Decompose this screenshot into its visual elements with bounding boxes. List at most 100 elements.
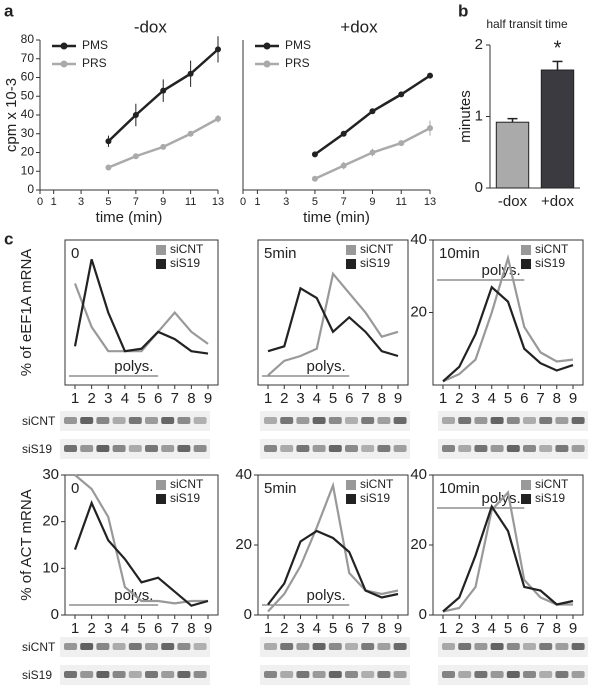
chart-title: +dox — [340, 17, 378, 36]
legend-swatch — [346, 480, 356, 490]
x-tick-label: 2 — [455, 390, 463, 407]
point — [311, 151, 318, 158]
blot-band — [64, 671, 77, 678]
panel-sublabel: 0 — [71, 245, 79, 262]
legend-label: siCNT — [535, 477, 569, 491]
blot-band — [458, 445, 472, 452]
blot-band — [345, 671, 358, 678]
blot-band — [393, 671, 407, 678]
x-tick-label: 7 — [171, 620, 179, 637]
x-tick-label: 5 — [329, 620, 337, 637]
x-tick-label: 2 — [280, 390, 288, 407]
y-tick-label: 50 — [21, 88, 35, 102]
x-axis-label: time (min) — [303, 209, 370, 226]
annotation: polys. — [307, 587, 346, 604]
blot-band — [442, 643, 455, 650]
blot-band — [377, 445, 391, 452]
y-tick-label: 20 — [410, 536, 427, 553]
y-tick-label: 0 — [419, 606, 427, 623]
blot-label: siS19 — [22, 442, 52, 456]
y-tick-label: 0 — [51, 606, 59, 623]
blot-band — [571, 643, 585, 650]
x-tick-label: 3 — [104, 620, 112, 637]
point — [132, 112, 139, 118]
legend-swatch — [521, 494, 531, 504]
x-tick-label: 3 — [471, 390, 479, 407]
x-tick-label: 7 — [341, 196, 347, 208]
x-tick-label: 1 — [439, 390, 447, 407]
blot-band — [312, 417, 326, 424]
x-tick-label: -dox — [498, 193, 528, 210]
x-tick-label: 7 — [133, 196, 139, 208]
y-tick-label: 30 — [21, 126, 35, 140]
y-tick-label: 70 — [21, 51, 35, 65]
annotation: * — [554, 38, 562, 60]
x-tick-label: 9 — [569, 620, 577, 637]
legend-marker — [263, 42, 271, 50]
point — [398, 91, 405, 98]
point — [340, 162, 347, 169]
y-tick-label: 2 — [475, 36, 483, 53]
panel-sublabel: 0 — [71, 480, 79, 497]
legend-swatch — [521, 245, 531, 255]
blot-band — [193, 643, 207, 650]
blot-band — [280, 643, 294, 650]
blot-band — [280, 445, 294, 452]
blot-band — [555, 643, 569, 650]
blot-band — [458, 671, 472, 678]
legend-label: siS19 — [360, 491, 390, 505]
blot-band — [312, 445, 326, 452]
x-tick-label: 11 — [185, 196, 196, 208]
blot-band — [264, 643, 277, 650]
x-tick-label: 1 — [439, 620, 447, 637]
legend-label: siCNT — [170, 242, 204, 256]
x-tick-label: 7 — [536, 620, 544, 637]
y-tick-label: 20 — [42, 513, 59, 530]
x-tick-label: 8 — [187, 620, 195, 637]
blot-band — [377, 417, 391, 424]
chart-title: half transit time — [486, 17, 568, 31]
annotation: polys. — [114, 358, 153, 375]
blot-band — [312, 643, 326, 650]
blot-band — [345, 445, 358, 452]
x-tick-label: 3 — [104, 390, 112, 407]
x-tick-label: 2 — [87, 390, 95, 407]
legend-label: PMS — [285, 38, 311, 52]
blot-band — [80, 445, 94, 452]
blot-band — [128, 445, 142, 452]
blot-band — [280, 671, 294, 678]
x-tick-label: 6 — [520, 620, 528, 637]
blot-band — [96, 671, 110, 678]
blot-band — [571, 671, 585, 678]
legend-swatch — [156, 494, 166, 504]
y-tick-label: 0 — [27, 182, 34, 196]
x-tick-label: 3 — [78, 196, 84, 208]
blot-band — [145, 643, 158, 650]
x-tick-label: 3 — [283, 196, 289, 208]
blot-band — [328, 643, 342, 650]
blot-band — [361, 671, 375, 678]
blot-band — [474, 445, 488, 452]
x-tick-label: 1 — [264, 620, 272, 637]
blot-band — [555, 417, 569, 424]
x-tick-label: 7 — [536, 390, 544, 407]
legend-swatch — [521, 480, 531, 490]
panel-sublabel: 10min — [439, 480, 480, 497]
blot-band — [474, 643, 488, 650]
x-tick-label: 2 — [280, 620, 288, 637]
x-tick-label: 8 — [553, 390, 561, 407]
blot-band — [64, 643, 77, 650]
y-tick-label: 60 — [21, 70, 35, 84]
legend-label: PMS — [82, 38, 108, 52]
y-axis-label: % of ACT mRNA — [18, 489, 35, 600]
blot-band — [112, 445, 126, 452]
point — [369, 149, 376, 156]
legend-marker — [60, 42, 68, 50]
x-tick-label: 4 — [121, 390, 129, 407]
x-tick-label: +dox — [541, 193, 574, 210]
x-tick-label: 6 — [520, 390, 528, 407]
point — [105, 164, 112, 171]
blot-band — [80, 671, 94, 678]
blot-band — [474, 671, 488, 678]
